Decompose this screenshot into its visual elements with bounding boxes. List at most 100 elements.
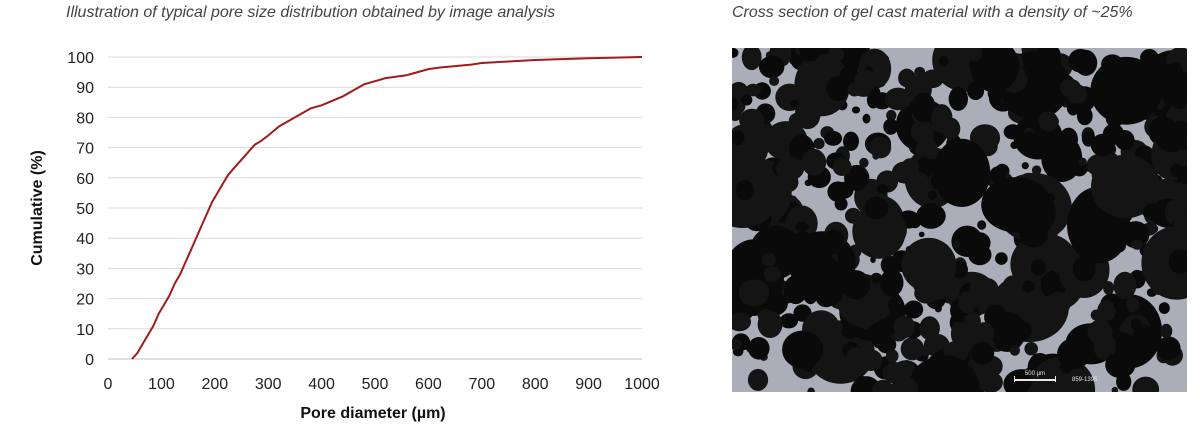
pore — [880, 268, 904, 297]
x-tick-label: 100 — [148, 376, 175, 393]
pore — [747, 368, 769, 391]
pore — [1105, 351, 1136, 379]
pore — [884, 87, 912, 111]
pore — [824, 131, 843, 146]
pore — [939, 55, 949, 68]
pore — [1150, 274, 1168, 295]
pore — [796, 70, 816, 88]
pore — [1114, 130, 1135, 151]
pore — [856, 375, 867, 386]
pore — [799, 48, 822, 62]
pore — [886, 109, 897, 121]
pore — [827, 48, 845, 63]
pore — [918, 231, 925, 238]
y-tick-label: 80 — [76, 110, 94, 127]
y-tick-label: 10 — [76, 322, 94, 339]
pore — [745, 83, 761, 97]
pore — [847, 83, 862, 97]
pore — [1022, 280, 1035, 293]
pore — [832, 157, 852, 176]
pore — [958, 290, 977, 314]
pore — [822, 229, 845, 252]
pore — [1014, 190, 1056, 236]
pore — [908, 355, 980, 392]
pore — [823, 257, 838, 275]
y-tick-label: 40 — [76, 231, 94, 248]
pore — [1090, 309, 1103, 321]
pore — [900, 337, 925, 361]
pore — [794, 103, 821, 130]
pore — [966, 48, 983, 62]
pore — [732, 48, 739, 58]
pore — [949, 58, 971, 82]
y-tick-labels: 0 10 20 30 40 50 60 70 80 90 100 — [67, 50, 94, 369]
x-tick-label: 400 — [308, 376, 335, 393]
pore — [813, 138, 825, 150]
pore — [927, 190, 937, 200]
x-tick-label: 700 — [468, 376, 495, 393]
pore — [759, 55, 785, 79]
pore — [783, 275, 808, 305]
pore — [1046, 291, 1071, 316]
pore — [919, 346, 932, 356]
pore — [748, 337, 770, 360]
pore — [870, 302, 890, 320]
pore — [931, 104, 953, 134]
pore — [1090, 133, 1115, 157]
y-tick-label: 30 — [76, 261, 94, 278]
pore — [891, 161, 918, 184]
x-tick-label: 300 — [255, 376, 282, 393]
scale-bar-label: 500 µm — [1025, 371, 1045, 377]
pore — [757, 309, 774, 323]
pore — [885, 349, 899, 363]
pore — [1078, 157, 1087, 166]
pore — [864, 196, 889, 220]
pore — [916, 203, 946, 229]
pore — [1051, 258, 1066, 274]
pore — [790, 99, 799, 108]
pore — [738, 279, 770, 307]
pore — [1024, 342, 1038, 356]
pore — [893, 315, 916, 339]
gridlines — [108, 56, 642, 330]
pore — [1149, 224, 1159, 234]
pore — [788, 255, 812, 277]
pore — [1172, 95, 1187, 109]
pore — [789, 195, 797, 202]
y-axis-title: Cumulative (%) — [29, 150, 46, 266]
x-tick-label: 0 — [104, 376, 113, 393]
micrograph-image: 500 µm 859-1395 — [732, 48, 1187, 392]
pore — [1156, 336, 1181, 361]
pore — [915, 144, 927, 157]
pore — [1132, 323, 1153, 349]
pore — [732, 97, 739, 111]
pore — [989, 166, 1007, 185]
pore — [841, 324, 859, 339]
pore — [977, 220, 987, 230]
y-tick-label: 0 — [85, 352, 94, 369]
pore — [1158, 302, 1170, 314]
y-tick-label: 100 — [67, 50, 94, 67]
micrograph-caption: Cross section of gel cast material with … — [732, 4, 1133, 21]
scale-bar: 500 µm — [1014, 371, 1056, 382]
pore — [763, 266, 781, 283]
pore — [761, 252, 776, 267]
x-axis-title: Pore diameter (µm) — [300, 405, 445, 422]
y-tick-label: 60 — [76, 171, 94, 188]
pore — [807, 387, 815, 392]
pore — [1012, 128, 1023, 137]
pore — [914, 66, 926, 78]
pore — [741, 48, 762, 71]
pore — [1105, 111, 1124, 128]
x-tick-label: 200 — [201, 376, 228, 393]
pore — [1072, 256, 1096, 282]
pore — [1113, 271, 1137, 299]
pore — [1024, 131, 1035, 142]
pore — [872, 331, 885, 349]
x-tick-label: 1000 — [624, 376, 660, 393]
pore — [1176, 165, 1187, 184]
pore — [732, 312, 752, 332]
pore — [1166, 62, 1184, 80]
pore — [978, 371, 1003, 392]
sample-id-label: 859-1395 — [1072, 377, 1098, 383]
